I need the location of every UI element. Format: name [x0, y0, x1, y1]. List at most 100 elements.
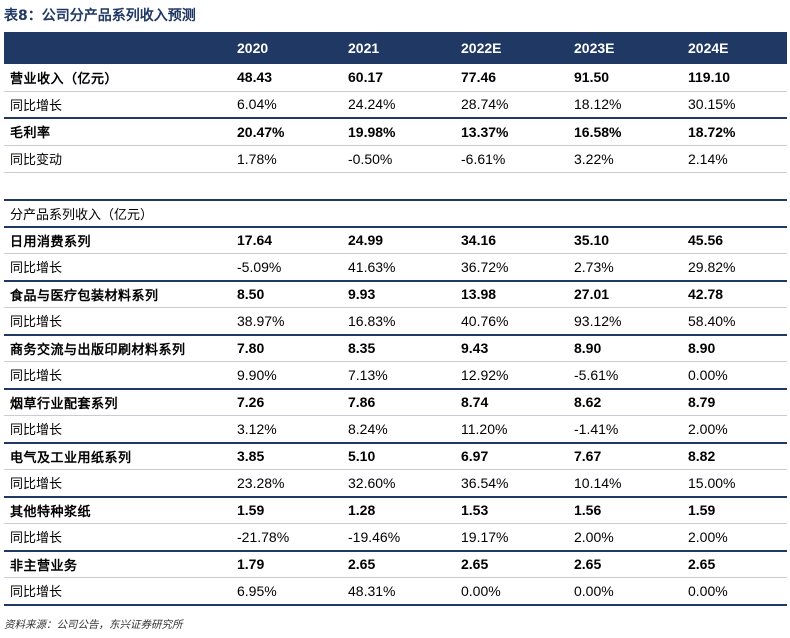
cell-value: 6.97: [455, 441, 568, 470]
cell-value: 1.78%: [231, 145, 342, 173]
table-caption: 表8：公司分产品系列收入预测: [4, 8, 196, 24]
cell-value: 13.98: [455, 279, 568, 308]
cell-value: 11.20%: [455, 415, 568, 443]
cell-value: 34.16: [455, 225, 568, 254]
cell-value: 48.31%: [342, 577, 455, 606]
row-label: 同比增长: [4, 577, 231, 606]
cell-value: 18.12%: [568, 91, 682, 119]
cell-value: 8.35: [342, 333, 455, 362]
cell-value: 2.65: [568, 549, 682, 578]
cell-value: 29.82%: [682, 253, 787, 281]
cell-value: [342, 172, 455, 200]
cell-value: 13.37%: [455, 117, 568, 146]
row-label: 营业收入（亿元）: [4, 64, 231, 92]
cell-value: 8.50: [231, 279, 342, 308]
cell-value: 1.53: [455, 495, 568, 524]
cell-value: 2.00%: [568, 523, 682, 551]
row-label: 毛利率: [4, 117, 231, 146]
cell-value: 28.74%: [455, 91, 568, 119]
cell-value: 8.62: [568, 387, 682, 416]
table-row: 电气及工业用纸系列 3.85 5.10 6.97 7.67 8.82: [4, 441, 787, 470]
cell-value: 6.04%: [231, 91, 342, 119]
cell-value: 2.14%: [682, 145, 787, 173]
cell-value: -5.61%: [568, 361, 682, 389]
table-row: 同比增长 3.12% 8.24% 11.20% -1.41% 2.00%: [4, 415, 787, 443]
cell-value: 8.82: [682, 441, 787, 470]
table-row: 毛利率 20.47% 19.98% 13.37% 16.58% 18.72%: [4, 117, 787, 146]
cell-value: 3.85: [231, 441, 342, 470]
cell-value: 7.13%: [342, 361, 455, 389]
cell-value: 1.56: [568, 495, 682, 524]
cell-value: 7.67: [568, 441, 682, 470]
cell-value: -1.41%: [568, 415, 682, 443]
cell-value: 24.99: [342, 225, 455, 254]
cell-value: 2.65: [682, 549, 787, 578]
cell-value: 0.00%: [568, 577, 682, 606]
table-row: 日用消费系列 17.64 24.99 34.16 35.10 45.56: [4, 225, 787, 254]
cell-value: 7.86: [342, 387, 455, 416]
column-header: [4, 32, 231, 64]
cell-value: 38.97%: [231, 307, 342, 335]
cell-value: 15.00%: [682, 469, 787, 497]
cell-value: 24.24%: [342, 91, 455, 119]
row-label: 食品与医疗包装材料系列: [4, 279, 231, 308]
table-header-row: 2020 2021 2022E 2023E 2024E: [4, 32, 787, 64]
cell-value: -19.46%: [342, 523, 455, 551]
table-row: 同比增长 9.90% 7.13% 12.92% -5.61% 0.00%: [4, 361, 787, 389]
cell-value: 9.93: [342, 279, 455, 308]
cell-value: 36.72%: [455, 253, 568, 281]
cell-value: 35.10: [568, 225, 682, 254]
cell-value: 19.98%: [342, 117, 455, 146]
cell-value: 19.17%: [455, 523, 568, 551]
cell-value: 2.00%: [682, 415, 787, 443]
table-row: 烟草行业配套系列 7.26 7.86 8.74 8.62 8.79: [4, 387, 787, 416]
cell-value: 58.40%: [682, 307, 787, 335]
cell-value: 93.12%: [568, 307, 682, 335]
row-label: 电气及工业用纸系列: [4, 441, 231, 470]
section-header-row: 分产品系列收入（亿元）: [4, 198, 787, 227]
column-header: 2020: [231, 32, 342, 64]
row-label: 同比变动: [4, 145, 231, 173]
table-row: 商务交流与出版印刷材料系列 7.80 8.35 9.43 8.90 8.90: [4, 333, 787, 362]
cell-value: [231, 198, 342, 227]
row-label: 烟草行业配套系列: [4, 387, 231, 416]
cell-value: [342, 198, 455, 227]
cell-value: 27.01: [568, 279, 682, 308]
cell-value: 20.47%: [231, 117, 342, 146]
cell-value: 77.46: [455, 64, 568, 92]
cell-value: [455, 198, 568, 227]
cell-value: 60.17: [342, 64, 455, 92]
cell-value: 8.24%: [342, 415, 455, 443]
cell-value: 2.00%: [682, 523, 787, 551]
cell-value: 6.95%: [231, 577, 342, 606]
table-row: 同比增长 38.97% 16.83% 40.76% 93.12% 58.40%: [4, 307, 787, 335]
cell-value: [231, 172, 342, 200]
cell-value: 23.28%: [231, 469, 342, 497]
cell-value: [568, 172, 682, 200]
cell-value: [682, 172, 787, 200]
cell-value: 8.79: [682, 387, 787, 416]
cell-value: 41.63%: [342, 253, 455, 281]
table-row: 同比增长 6.95% 48.31% 0.00% 0.00% 0.00%: [4, 577, 787, 606]
row-label: [4, 172, 231, 200]
row-label: 同比增长: [4, 523, 231, 551]
cell-value: 30.15%: [682, 91, 787, 119]
table-row: 非主营业务 1.79 2.65 2.65 2.65 2.65: [4, 549, 787, 578]
row-label: 其他特种浆纸: [4, 495, 231, 524]
cell-value: 16.83%: [342, 307, 455, 335]
table-row: 同比增长 23.28% 32.60% 36.54% 10.14% 15.00%: [4, 469, 787, 497]
cell-value: 1.59: [231, 495, 342, 524]
table-row: 同比增长 -21.78% -19.46% 19.17% 2.00% 2.00%: [4, 523, 787, 551]
cell-value: -21.78%: [231, 523, 342, 551]
row-label: 同比增长: [4, 91, 231, 119]
forecast-table: 2020 2021 2022E 2023E 2024E 营业收入（亿元） 48.4…: [4, 32, 787, 606]
table-row: 同比增长 6.04% 24.24% 28.74% 18.12% 30.15%: [4, 91, 787, 119]
cell-value: -0.50%: [342, 145, 455, 173]
cell-value: 9.90%: [231, 361, 342, 389]
cell-value: 91.50: [568, 64, 682, 92]
cell-value: 17.64: [231, 225, 342, 254]
spacer-row: [4, 172, 787, 200]
cell-value: 3.12%: [231, 415, 342, 443]
column-header: 2024E: [682, 32, 787, 64]
cell-value: 0.00%: [682, 361, 787, 389]
